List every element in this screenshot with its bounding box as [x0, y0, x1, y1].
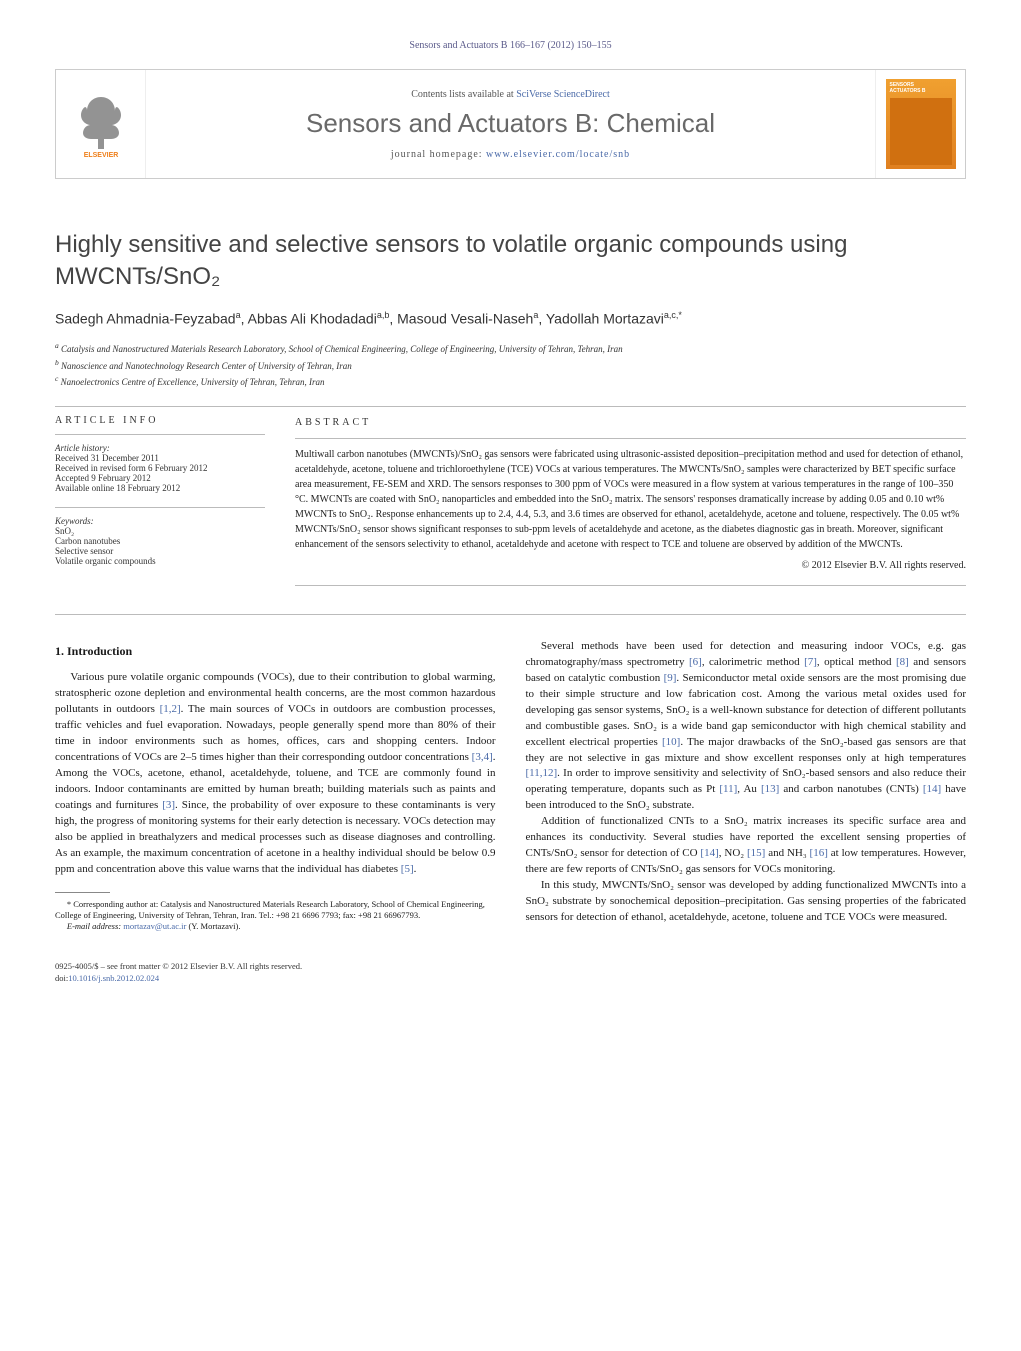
history-line: Received in revised form 6 February 2012	[55, 463, 207, 473]
contents-line: Contents lists available at SciVerse Sci…	[156, 89, 865, 100]
email-footnote: E-mail address: mortazav@ut.ac.ir (Y. Mo…	[55, 921, 496, 932]
email-label: E-mail address:	[67, 921, 123, 931]
intro-p3: Addition of functionalized CNTs to a SnO…	[526, 814, 967, 878]
ref-link[interactable]: [3,4]	[472, 751, 493, 763]
ref-link[interactable]: [10]	[662, 736, 680, 748]
homepage-prefix: journal homepage:	[391, 149, 486, 160]
elsevier-tree-logo: ELSEVIER	[71, 89, 131, 159]
history-line: Accepted 9 February 2012	[55, 473, 151, 483]
body-columns: 1. Introduction Various pure volatile or…	[55, 639, 966, 933]
abstract-text: Multiwall carbon nanotubes (MWCNTs)/SnO₂…	[295, 447, 966, 552]
svg-text:ELSEVIER: ELSEVIER	[83, 152, 118, 159]
email-link[interactable]: mortazav@ut.ac.ir	[123, 921, 186, 931]
running-header: Sensors and Actuators B 166–167 (2012) 1…	[55, 40, 966, 51]
ref-link[interactable]: [1,2]	[160, 703, 181, 715]
cover-image-area	[890, 98, 952, 165]
divider-kw	[55, 507, 265, 508]
ref-link[interactable]: [16]	[810, 847, 828, 859]
section-1-heading: 1. Introduction	[55, 643, 496, 660]
article-info-heading: article info	[55, 415, 265, 426]
ref-link[interactable]: [3]	[162, 799, 175, 811]
bottom-meta: 0925-4005/$ – see front matter © 2012 El…	[55, 961, 966, 985]
homepage-line: journal homepage: www.elsevier.com/locat…	[156, 149, 865, 160]
intro-p2: Several methods have been used for detec…	[526, 639, 967, 814]
keywords-label: Keywords:	[55, 516, 94, 526]
author-list: Sadegh Ahmadnia-Feyzabada, Abbas Ali Kho…	[55, 310, 966, 327]
divider-abs	[295, 438, 966, 439]
email-suffix: (Y. Mortazavi).	[186, 921, 240, 931]
cover-cell: SENSORS ACTUATORS B	[875, 70, 965, 178]
divider-ai	[55, 434, 265, 435]
ref-link[interactable]: [11]	[719, 783, 737, 795]
history-line: Available online 18 February 2012	[55, 483, 180, 493]
ref-link[interactable]: [14]	[923, 783, 941, 795]
article-title: Highly sensitive and selective sensors t…	[55, 229, 966, 294]
ref-link[interactable]: [13]	[761, 783, 779, 795]
front-matter-line: 0925-4005/$ – see front matter © 2012 El…	[55, 961, 966, 973]
ref-link[interactable]: [14]	[700, 847, 718, 859]
contents-prefix: Contents lists available at	[411, 89, 516, 100]
history-line: Received 31 December 2011	[55, 453, 159, 463]
divider-abs-bottom	[295, 585, 966, 586]
footnote-separator	[55, 892, 110, 893]
intro-p4: In this study, MWCNTs/SnO₂ sensor was de…	[526, 878, 967, 926]
affiliations: a Catalysis and Nanostructured Materials…	[55, 340, 966, 390]
sciencedirect-link[interactable]: SciVerse ScienceDirect	[516, 89, 610, 100]
ref-link[interactable]: [15]	[747, 847, 765, 859]
ref-link[interactable]: [7]	[804, 656, 817, 668]
homepage-link[interactable]: www.elsevier.com/locate/snb	[486, 149, 630, 160]
corresponding-footnote: * Corresponding author at: Catalysis and…	[55, 899, 496, 922]
divider-body	[55, 614, 966, 615]
ref-link[interactable]: [8]	[896, 656, 909, 668]
journal-cover-thumb: SENSORS ACTUATORS B	[886, 79, 956, 169]
divider-top	[55, 406, 966, 407]
ref-link[interactable]: [11,12]	[526, 767, 558, 779]
meta-row: article info Article history: Received 3…	[55, 415, 966, 594]
doi-label: doi:	[55, 973, 68, 983]
journal-name: Sensors and Actuators B: Chemical	[156, 108, 865, 139]
keyword: Volatile organic compounds	[55, 556, 156, 566]
journal-banner: ELSEVIER Contents lists available at Sci…	[55, 69, 966, 179]
cover-word-2: ACTUATORS	[890, 88, 921, 94]
history-label: Article history:	[55, 443, 110, 453]
abstract-heading: abstract	[295, 415, 966, 430]
abstract-copyright: © 2012 Elsevier B.V. All rights reserved…	[295, 558, 966, 573]
ref-link[interactable]: [5]	[401, 863, 414, 875]
keyword: Selective sensor	[55, 546, 113, 556]
keyword: SnO₂	[55, 526, 74, 536]
banner-center: Contents lists available at SciVerse Sci…	[146, 70, 875, 178]
abstract-block: abstract Multiwall carbon nanotubes (MWC…	[295, 415, 966, 594]
doi-link[interactable]: 10.1016/j.snb.2012.02.024	[68, 973, 159, 983]
ref-link[interactable]: [6]	[689, 656, 702, 668]
keyword: Carbon nanotubes	[55, 536, 120, 546]
intro-p1: Various pure volatile organic compounds …	[55, 670, 496, 877]
cover-sub: B	[922, 88, 926, 94]
article-info-block: article info Article history: Received 3…	[55, 415, 265, 594]
ref-link[interactable]: [9]	[664, 672, 677, 684]
publisher-logo-cell: ELSEVIER	[56, 70, 146, 178]
